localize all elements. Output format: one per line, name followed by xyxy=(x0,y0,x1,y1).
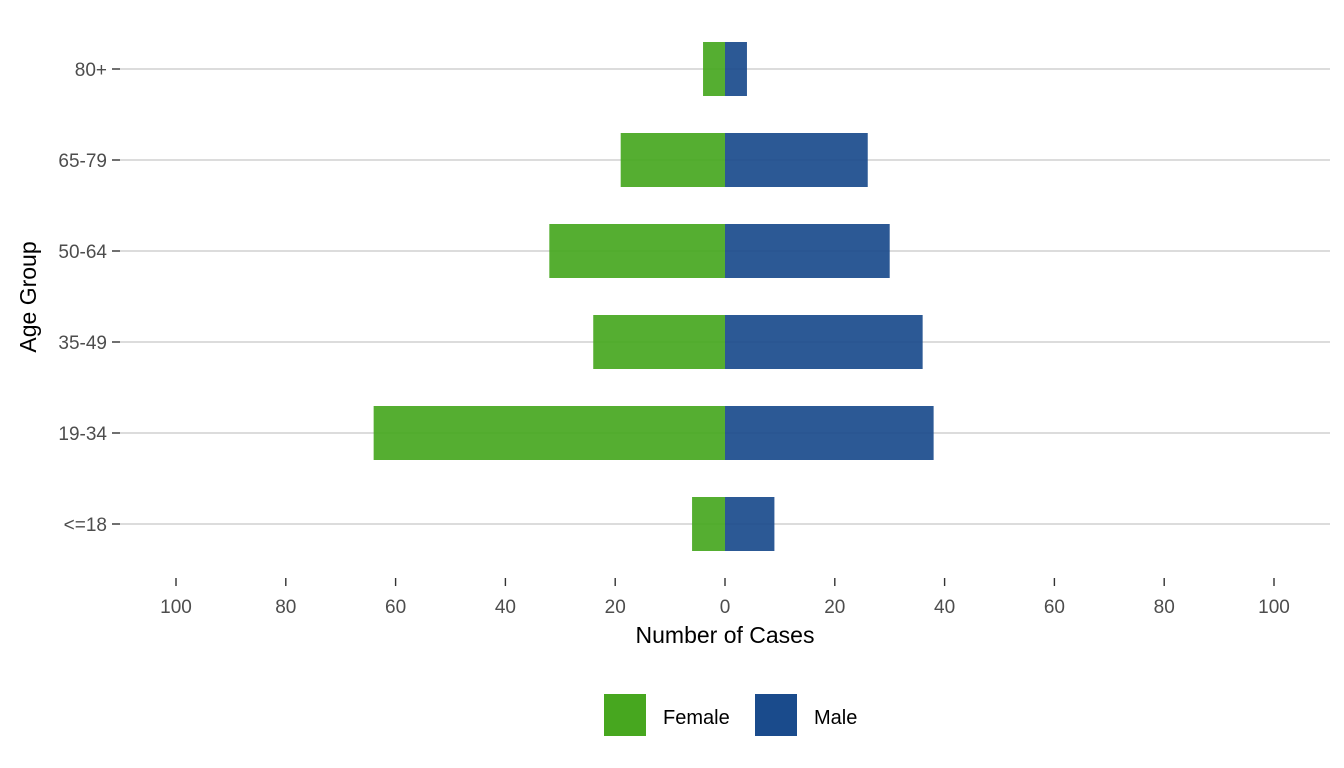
x-tick-label: 40 xyxy=(495,597,516,618)
y-tick-label: <=18 xyxy=(64,515,107,536)
male-bar xyxy=(725,42,747,96)
female-bar xyxy=(549,224,725,278)
female-bar xyxy=(620,133,725,187)
x-axis-title: Number of Cases xyxy=(636,622,815,648)
legend: Female Male xyxy=(604,694,857,736)
y-tick-label: 65-79 xyxy=(58,151,107,172)
x-tick-label: 80 xyxy=(1154,597,1175,618)
male-bar xyxy=(725,133,868,187)
female-bar xyxy=(703,42,725,96)
female-bar xyxy=(692,497,725,551)
y-axis: <=18 19-34 35-49 50-64 65-79 80+ xyxy=(58,60,120,536)
bars xyxy=(373,42,934,551)
male-legend-swatch xyxy=(755,694,797,736)
y-tick-label: 80+ xyxy=(75,60,107,81)
y-tick-label: 50-64 xyxy=(58,242,107,263)
x-axis: 100 80 60 40 20 0 20 40 60 80 100 xyxy=(160,578,1290,618)
x-tick-label: 20 xyxy=(824,597,845,618)
male-legend-label: Male xyxy=(814,707,857,729)
female-bar xyxy=(373,406,725,460)
x-tick-label: 60 xyxy=(385,597,406,618)
female-legend-swatch xyxy=(604,694,646,736)
female-bar xyxy=(593,315,725,369)
male-bar xyxy=(725,497,775,551)
x-tick-label: 0 xyxy=(720,597,731,618)
x-tick-label: 80 xyxy=(275,597,296,618)
male-bar xyxy=(725,224,890,278)
x-tick-label: 100 xyxy=(160,597,192,618)
male-bar xyxy=(725,406,934,460)
female-legend-label: Female xyxy=(663,707,730,729)
x-tick-label: 20 xyxy=(605,597,626,618)
x-tick-label: 100 xyxy=(1258,597,1290,618)
x-tick-label: 60 xyxy=(1044,597,1065,618)
x-tick-label: 40 xyxy=(934,597,955,618)
y-tick-label: 19-34 xyxy=(58,424,107,445)
male-bar xyxy=(725,315,923,369)
y-tick-label: 35-49 xyxy=(58,333,107,354)
y-axis-title: Age Group xyxy=(15,241,41,352)
